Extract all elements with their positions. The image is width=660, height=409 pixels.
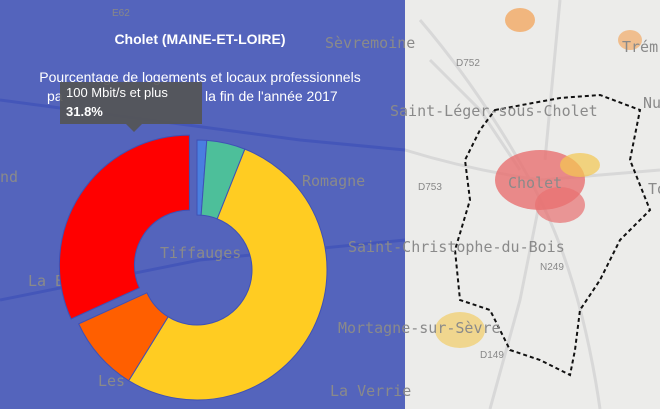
chart-subtitle: la fin de l'année 2017 <box>205 88 338 104</box>
place-label: Les <box>98 372 125 390</box>
tooltip-box <box>60 82 202 124</box>
place-label: Saint-Léger-sous-Cholet <box>390 102 598 120</box>
tooltip-label: 100 Mbit/s et plus <box>66 85 168 100</box>
donut <box>58 134 328 401</box>
donut-slice <box>58 134 190 320</box>
place-label: Trém <box>622 38 658 56</box>
place-label: Mortagne-sur-Sèvre <box>338 319 501 337</box>
place-label: D752 <box>456 58 480 69</box>
place-label: N249 <box>540 262 564 273</box>
chart-title: Cholet (MAINE-ET-LOIRE) <box>114 31 285 47</box>
tooltip-pointer <box>126 124 142 132</box>
place-label: Romagne <box>302 172 365 190</box>
place-label: Saint-Christophe-du-Bois <box>348 238 565 256</box>
chart-subtitle: Pourcentage de logements et locaux profe… <box>39 69 360 85</box>
donut-slice <box>78 292 169 382</box>
tooltip-value: 31.8% <box>66 104 103 119</box>
place-label: D753 <box>418 182 442 193</box>
place-label: D149 <box>480 350 504 361</box>
place-label: To <box>648 180 660 198</box>
donut-slice <box>128 148 328 401</box>
place-label: Sèvremoine <box>325 34 415 52</box>
place-label: Cholet <box>508 174 562 192</box>
map-labels: Sèvremoine Trém Saint-Léger-sous-Cholet Nu C… <box>0 8 660 400</box>
place-label: E62 <box>112 8 130 19</box>
place-label: Tiffauges <box>160 244 241 262</box>
commune-boundary <box>453 93 652 377</box>
place-label: Nu <box>643 94 660 112</box>
coverage-blobs <box>435 8 642 348</box>
place-label: La B <box>28 272 64 290</box>
tooltip: 100 Mbit/s et plus 31.8% <box>60 82 202 132</box>
chart-subtitle: pa <box>47 88 63 104</box>
place-label: nd <box>0 168 18 186</box>
place-label: La Verrie <box>330 382 411 400</box>
